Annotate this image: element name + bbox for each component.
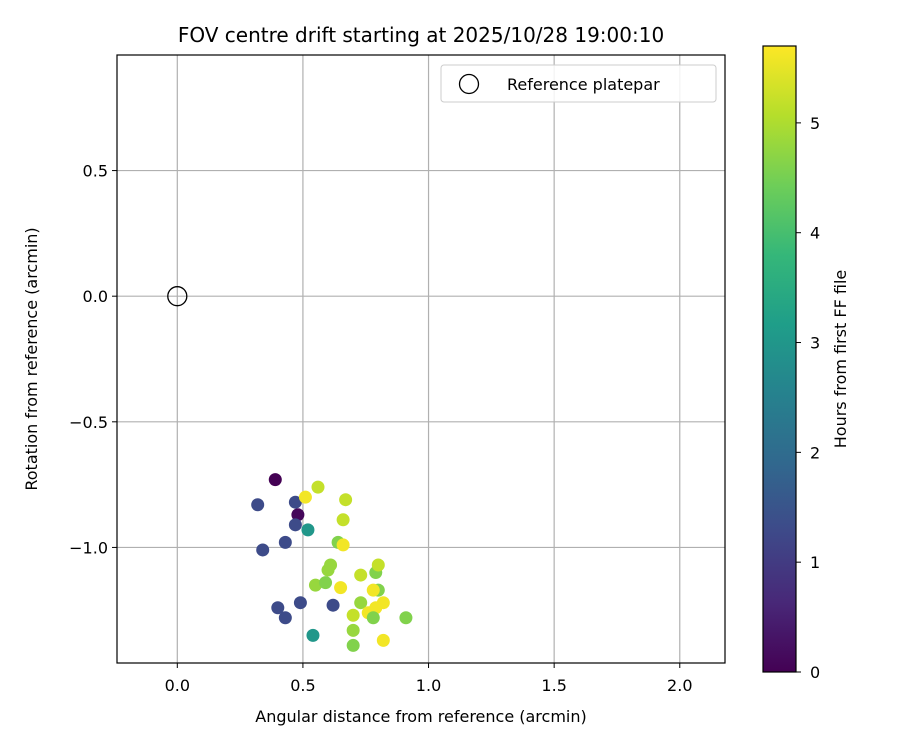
data-point bbox=[366, 583, 380, 597]
legend-marker bbox=[458, 73, 480, 95]
data-point bbox=[251, 498, 265, 512]
x-tick-label: 1.5 bbox=[541, 676, 566, 695]
data-point bbox=[336, 538, 350, 552]
data-point bbox=[371, 558, 385, 572]
chart-title: FOV centre drift starting at 2025/10/28 … bbox=[178, 23, 664, 47]
data-point bbox=[346, 623, 360, 637]
data-point bbox=[324, 558, 338, 572]
colorbar-tick-label: 1 bbox=[810, 553, 820, 572]
colorbar-label: Hours from first FF file bbox=[831, 270, 850, 449]
data-point bbox=[326, 598, 340, 612]
y-tick-label: 0.5 bbox=[83, 162, 108, 181]
data-point bbox=[256, 543, 270, 557]
data-point bbox=[308, 578, 322, 592]
data-point bbox=[339, 493, 353, 507]
x-tick-label: 2.0 bbox=[667, 676, 692, 695]
colorbar-tick-label: 2 bbox=[810, 443, 820, 462]
data-point bbox=[291, 508, 305, 522]
y-axis-ticks: 0.5 0.0 −0.5 −1.0 bbox=[69, 162, 117, 557]
data-point bbox=[288, 495, 302, 509]
data-point bbox=[268, 473, 282, 487]
data-point bbox=[354, 596, 368, 610]
colorbar-tick-label: 4 bbox=[810, 224, 820, 243]
data-point bbox=[366, 611, 380, 625]
data-point bbox=[311, 480, 325, 494]
data-point bbox=[346, 608, 360, 622]
grid bbox=[117, 55, 725, 663]
data-point bbox=[298, 490, 312, 504]
x-tick-label: 0.0 bbox=[165, 676, 190, 695]
x-tick-label: 0.5 bbox=[290, 676, 315, 695]
data-point bbox=[278, 535, 292, 549]
x-tick-label: 1.0 bbox=[416, 676, 441, 695]
plot-frame bbox=[116, 54, 726, 664]
y-axis-label: Rotation from reference (arcmin) bbox=[22, 227, 41, 490]
x-axis-label: Angular distance from reference (arcmin) bbox=[255, 707, 586, 726]
data-point bbox=[301, 523, 315, 537]
data-point bbox=[288, 518, 302, 532]
colorbar-tick-label: 5 bbox=[810, 114, 820, 133]
reference-platepar-marker bbox=[167, 286, 188, 307]
colorbar bbox=[762, 45, 797, 673]
colorbar-tick-label: 0 bbox=[810, 663, 820, 682]
data-point bbox=[293, 596, 307, 610]
y-tick-label: 0.0 bbox=[83, 287, 108, 306]
legend-box bbox=[440, 64, 717, 103]
legend-label: Reference platepar bbox=[507, 75, 660, 94]
data-point bbox=[354, 568, 368, 582]
y-tick-label: −0.5 bbox=[69, 413, 108, 432]
data-point bbox=[319, 576, 333, 590]
colorbar-ticks: 0 1 2 3 4 5 bbox=[796, 114, 820, 682]
y-tick-label: −1.0 bbox=[69, 538, 108, 557]
data-point bbox=[399, 611, 413, 625]
data-point bbox=[306, 628, 320, 642]
x-axis-ticks: 0.0 0.5 1.0 1.5 2.0 bbox=[165, 663, 693, 695]
data-point bbox=[271, 601, 285, 615]
data-point bbox=[376, 633, 390, 647]
data-point bbox=[346, 638, 360, 652]
data-point bbox=[278, 611, 292, 625]
legend: Reference platepar bbox=[440, 64, 717, 103]
data-point bbox=[336, 513, 350, 527]
colorbar-tick-label: 3 bbox=[810, 334, 820, 353]
scatter-points bbox=[167, 286, 413, 652]
data-point bbox=[334, 581, 348, 595]
